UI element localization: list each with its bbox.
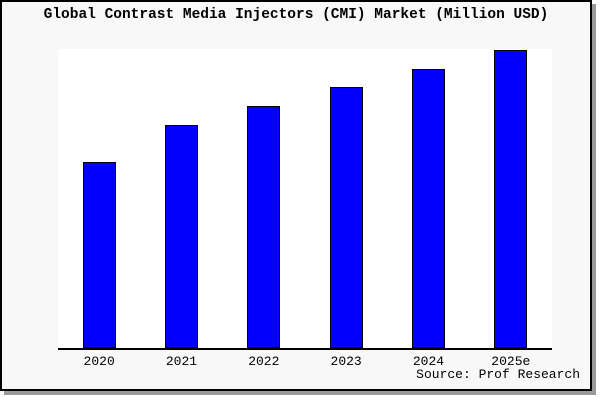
bar-2022 xyxy=(247,106,281,348)
x-tick-2023: 2023 xyxy=(330,354,362,369)
bar-2024 xyxy=(412,69,445,348)
source-note: Source: Prof Research xyxy=(416,367,580,382)
plot-area xyxy=(58,49,552,350)
x-tick-2022: 2022 xyxy=(248,354,280,369)
x-axis-tick-labels: 2020 2021 2022 2023 2024 2025e xyxy=(58,354,552,369)
bar-2020 xyxy=(82,162,116,348)
bar-2025e xyxy=(494,50,528,348)
chart-panel: Global Contrast Media Injectors (CMI) Ma… xyxy=(0,0,592,391)
chart-title: Global Contrast Media Injectors (CMI) Ma… xyxy=(43,7,549,23)
x-tick-2021: 2021 xyxy=(165,354,198,369)
x-tick-2020: 2020 xyxy=(83,354,115,369)
x-tick-2025e: 2025e xyxy=(491,354,531,369)
x-tick-2024: 2024 xyxy=(412,354,445,369)
bar-2023 xyxy=(329,86,363,348)
bar-2021 xyxy=(165,125,198,348)
